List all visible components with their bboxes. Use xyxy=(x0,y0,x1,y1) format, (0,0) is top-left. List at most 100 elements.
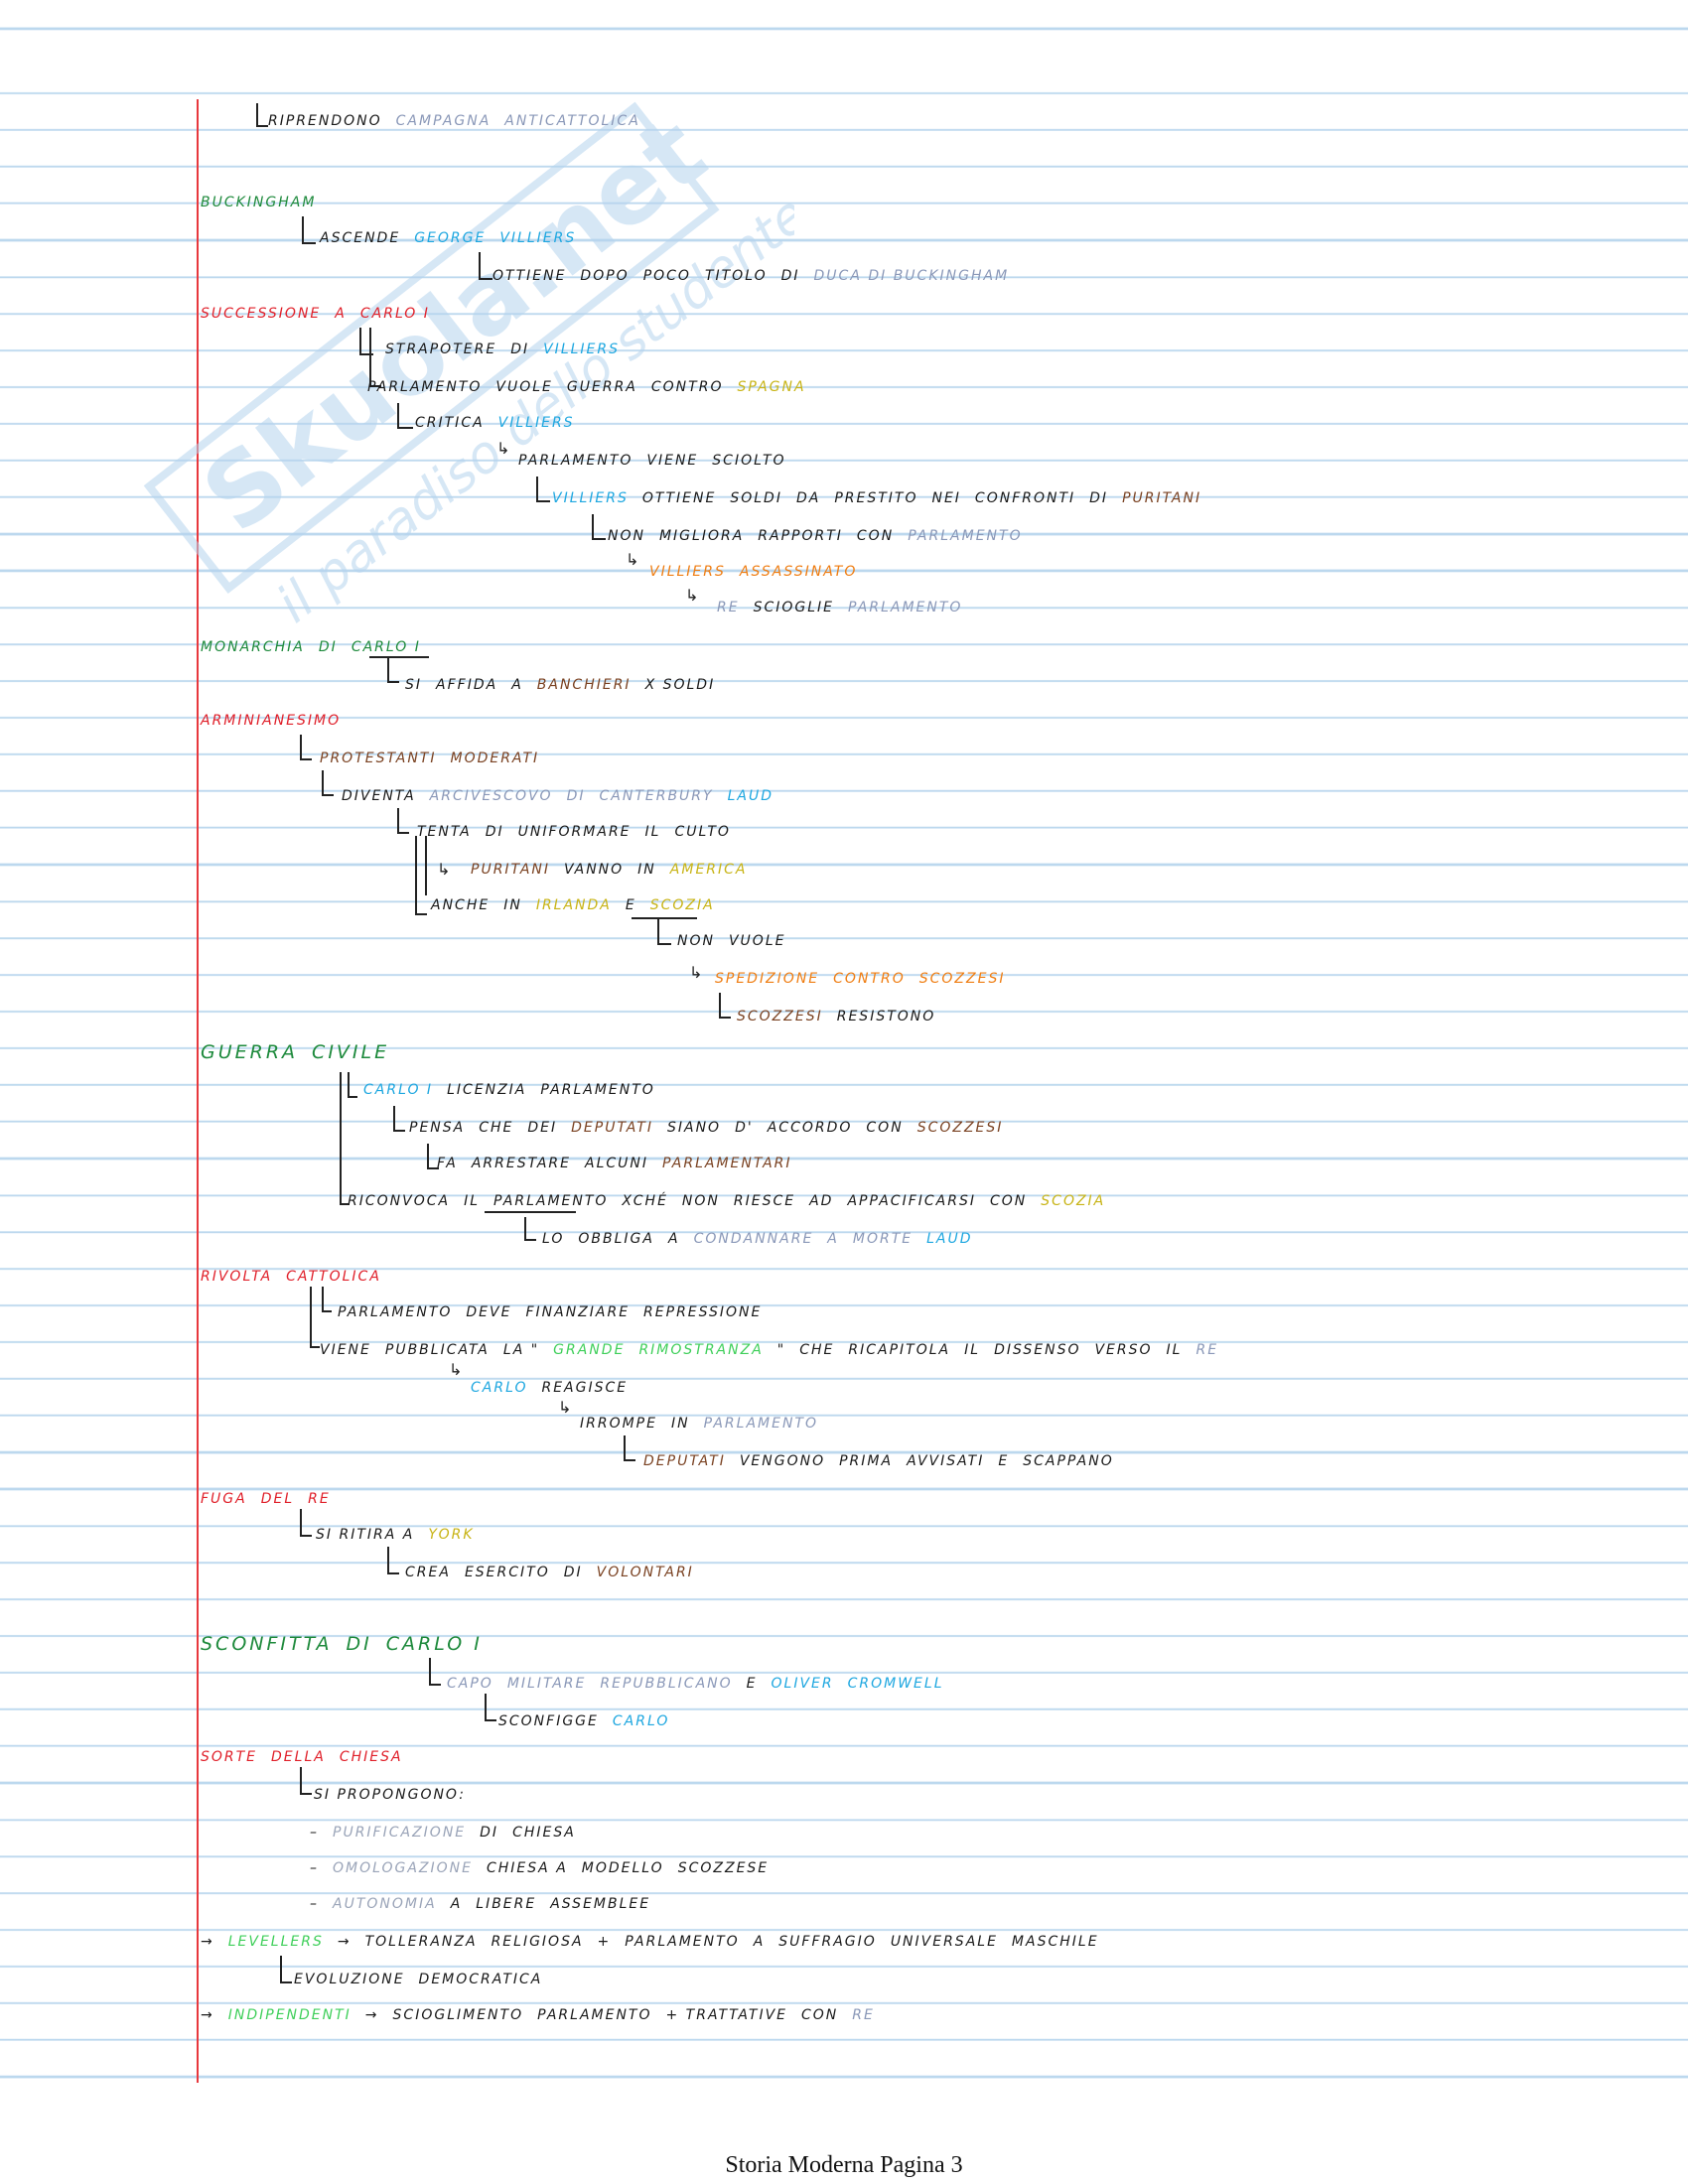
note-word: FA xyxy=(437,1156,458,1171)
note-word: DI xyxy=(1089,490,1109,506)
note-word: CROMWELL xyxy=(847,1676,944,1692)
note-line: TENTA DI UNIFORMARE IL CULTO xyxy=(417,822,745,842)
note-word: IN xyxy=(503,897,522,913)
note-word: AUTONOMIA xyxy=(333,1896,437,1912)
note-word: + TRATTATIVE xyxy=(665,2007,787,2023)
note-word: PARLAMENTO xyxy=(625,1934,740,1950)
section-heading: RIVOLTA CATTOLICA xyxy=(201,1267,395,1287)
connector-bracket xyxy=(425,836,427,895)
note-word: DA xyxy=(795,490,821,506)
note-word: SIANO xyxy=(666,1120,722,1136)
note-word: LAUD xyxy=(727,788,774,804)
connector-bracket xyxy=(300,1767,312,1795)
note-word: CHIESA xyxy=(512,1825,576,1841)
list-item: – AUTONOMIA A LIBERE ASSEMBLEE xyxy=(310,1894,664,1914)
note-word: VIENE xyxy=(646,453,699,469)
note-word: RICAPITOLA xyxy=(848,1342,951,1358)
note-line: CAPO MILITARE REPUBBLICANO E OLIVER CROMWELL xyxy=(447,1674,958,1694)
note-word: CON xyxy=(990,1193,1028,1209)
note-word: MIGLIORA xyxy=(658,528,745,544)
note-word: → xyxy=(337,1934,352,1950)
note-word: SOLDI xyxy=(730,490,782,506)
connector-bracket xyxy=(300,735,312,760)
note-word: PARLAMENTO xyxy=(518,453,633,469)
skuola-watermark: Skuola.net il paradiso dello studente xyxy=(143,93,794,634)
note-word: SCIOLTO xyxy=(712,453,786,469)
note-word: SPEDIZIONE xyxy=(715,971,820,987)
note-word: VILLIERS xyxy=(543,341,621,357)
note-word: – xyxy=(310,1860,319,1876)
note-word: A xyxy=(753,1934,766,1950)
note-word: SI PROPONGONO: xyxy=(314,1787,466,1803)
note-word: REPRESSIONE xyxy=(643,1304,763,1320)
note-word: VILLIERS xyxy=(497,415,575,431)
note-word: DI xyxy=(485,824,504,840)
note-word: LICENZIA xyxy=(447,1082,527,1098)
connector-bracket xyxy=(397,403,413,429)
note-word: LAUD xyxy=(926,1231,973,1247)
note-word: CREA xyxy=(405,1565,451,1580)
connector-bracket xyxy=(719,993,731,1019)
note-word: UNIVERSALE xyxy=(890,1934,998,1950)
section-heading: ARMINIANESIMO xyxy=(201,711,354,731)
note-word: LEVELLERS xyxy=(227,1934,324,1950)
connector-bracket xyxy=(657,919,671,945)
connector-bracket xyxy=(256,103,268,127)
note-word: SI xyxy=(405,677,423,693)
arrow-icon: ↳ xyxy=(685,586,699,605)
note-word: DI xyxy=(318,639,338,655)
note-word: DOPO xyxy=(580,268,630,284)
note-word: CAMPAGNA xyxy=(395,113,492,129)
note-word: " xyxy=(776,1342,786,1358)
note-line: CARLO I LICENZIA PARLAMENTO xyxy=(363,1080,669,1100)
notebook-page: Skuola.net il paradiso dello studente ↳ … xyxy=(0,0,1688,2085)
note-line: → INDIPENDENTI → SCIOGLIMENTO PARLAMENTO + TR… xyxy=(201,2005,889,2025)
note-word: CIVILE xyxy=(312,1041,390,1063)
note-word: CATTOLICA xyxy=(286,1269,381,1285)
note-word: OTTIENE xyxy=(641,490,717,506)
note-word: RE xyxy=(308,1491,331,1507)
note-word: YORK xyxy=(428,1527,475,1543)
note-word: SCONFIGGE xyxy=(498,1713,599,1729)
note-word: CHE xyxy=(479,1120,514,1136)
note-word: REAGISCE xyxy=(541,1380,629,1396)
note-word: TOLLERANZA xyxy=(364,1934,478,1950)
note-word: IL xyxy=(464,1193,481,1209)
note-line: PARLAMENTO VUOLE GUERRA CONTRO SPAGNA xyxy=(367,377,820,397)
note-word: SCIOGLIE xyxy=(753,600,835,615)
note-word: VERSO xyxy=(1094,1342,1153,1358)
note-line: VILLIERS OTTIENE SOLDI DA PRESTITO NEI CONFRON… xyxy=(552,488,1215,508)
note-word: D' xyxy=(735,1120,754,1136)
note-word: PARLAMENTO xyxy=(493,1193,609,1209)
note-word: OLIVER xyxy=(771,1676,834,1692)
note-word: IL xyxy=(1166,1342,1183,1358)
note-word: PRESTITO xyxy=(834,490,918,506)
connector-bracket xyxy=(429,1658,441,1686)
note-line: EVOLUZIONE DEMOCRATICA xyxy=(294,1970,556,1989)
note-word: DI xyxy=(346,1633,372,1655)
note-word: TITOLO xyxy=(704,268,768,284)
note-word: ANTICATTOLICA xyxy=(504,113,640,129)
note-word: MILITARE xyxy=(506,1676,587,1692)
note-word: IRROMPE xyxy=(580,1416,657,1432)
note-word: BUCKINGHAM xyxy=(201,195,317,210)
list-item: – OMOLOGAZIONE CHIESA A MODELLO SCOZZESE xyxy=(310,1858,782,1878)
note-word: PENSA xyxy=(409,1120,466,1136)
note-word: LIBERE xyxy=(476,1896,537,1912)
note-word: BANCHIERI xyxy=(536,677,632,693)
note-word: CON xyxy=(856,528,895,544)
note-word: X SOLDI xyxy=(644,677,716,693)
connector-bracket xyxy=(387,657,399,683)
note-word: UNIFORMARE xyxy=(517,824,632,840)
section-heading: BUCKINGHAM xyxy=(201,193,330,212)
note-word: ESERCITO xyxy=(464,1565,550,1580)
note-word: PURITANI xyxy=(1122,490,1202,506)
note-word: + xyxy=(597,1934,612,1950)
section-heading: SUCCESSIONE A CARLO I xyxy=(201,304,444,324)
connector-bracket xyxy=(359,328,373,355)
note-word: RELIGIOSA xyxy=(491,1934,584,1950)
note-line: PURITANI VANNO IN AMERICA xyxy=(471,860,762,880)
note-line: DIVENTA ARCIVESCOVO DI CANTERBURY LAUD xyxy=(342,786,787,806)
underline xyxy=(369,656,429,658)
note-word: SI RITIRA A xyxy=(316,1527,415,1543)
